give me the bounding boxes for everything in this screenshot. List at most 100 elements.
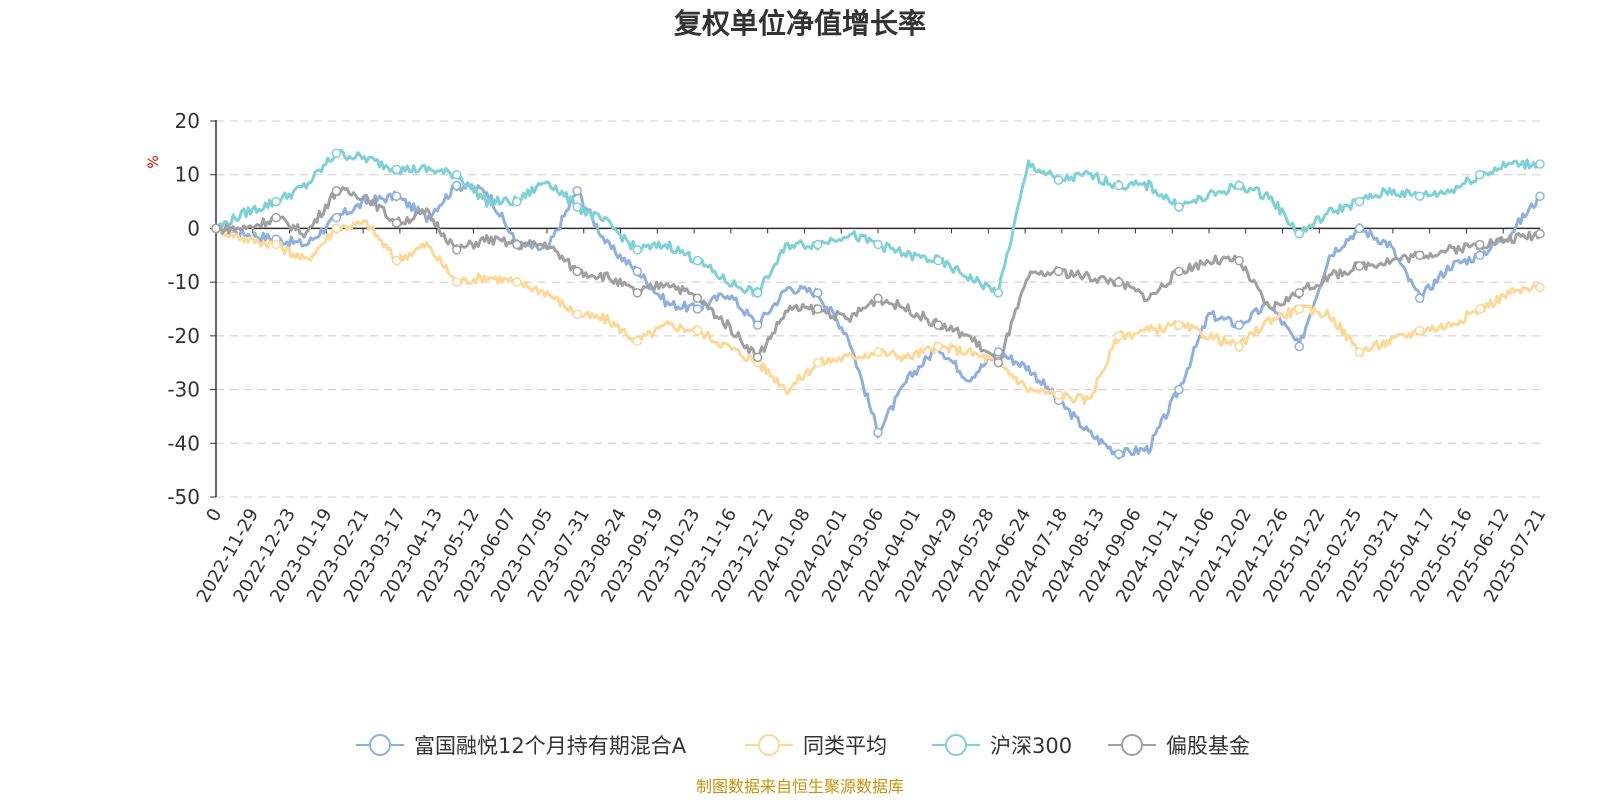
series-group bbox=[211, 186, 1545, 368]
series-point bbox=[813, 357, 823, 368]
series-point bbox=[1414, 325, 1425, 336]
series-point bbox=[331, 223, 342, 234]
series-point bbox=[1294, 304, 1305, 314]
series-point bbox=[1113, 331, 1124, 341]
series-point bbox=[1354, 223, 1365, 234]
series-point bbox=[1414, 191, 1425, 201]
series-point bbox=[331, 148, 342, 158]
series-point bbox=[331, 212, 342, 223]
series-point bbox=[512, 196, 522, 207]
series-point bbox=[692, 304, 703, 314]
series-point bbox=[1234, 180, 1244, 191]
series-point bbox=[692, 325, 703, 336]
series-point bbox=[1354, 347, 1365, 357]
legend-label: 同类平均 bbox=[803, 734, 887, 758]
series-point bbox=[813, 288, 823, 298]
series-point bbox=[1113, 449, 1124, 459]
series-point bbox=[572, 309, 582, 320]
series-point bbox=[752, 352, 763, 363]
series-point bbox=[1113, 277, 1124, 287]
y-axis-unit: % bbox=[146, 155, 162, 168]
series-point bbox=[1475, 169, 1485, 180]
series-group bbox=[211, 219, 1545, 406]
series-point bbox=[1234, 341, 1244, 352]
series-point bbox=[813, 304, 823, 314]
series-point bbox=[391, 191, 402, 201]
y-tick-label: -20 bbox=[167, 324, 200, 348]
chart-title: 复权单位净值增长率 bbox=[674, 7, 926, 40]
series-point bbox=[1475, 250, 1485, 261]
series-point bbox=[993, 357, 1004, 368]
legend-marker bbox=[369, 734, 391, 756]
x-tick-label: 0 bbox=[202, 505, 226, 525]
series-point bbox=[632, 245, 643, 255]
series-point bbox=[692, 255, 703, 266]
series-group bbox=[211, 180, 1545, 460]
series-point bbox=[1294, 341, 1305, 352]
legend: 富国融悦12个月持有期混合A 同类平均 沪深300 偏股基金 bbox=[356, 734, 1250, 758]
series-point bbox=[933, 255, 943, 266]
series-point bbox=[1053, 175, 1064, 185]
series-lines bbox=[211, 148, 1545, 460]
series-line bbox=[214, 181, 1541, 460]
series-point bbox=[211, 223, 221, 234]
series-point bbox=[1234, 255, 1244, 266]
series-point bbox=[451, 277, 462, 287]
series-point bbox=[572, 186, 582, 196]
series-point bbox=[451, 180, 462, 191]
series-point bbox=[752, 320, 763, 330]
series-point bbox=[1294, 288, 1305, 298]
legend-item[interactable]: 同类平均 bbox=[745, 734, 887, 758]
series-point bbox=[1535, 229, 1545, 239]
grid-lines bbox=[216, 120, 1540, 498]
series-point bbox=[1174, 320, 1184, 330]
legend-label: 偏股基金 bbox=[1166, 734, 1250, 758]
legend-item[interactable]: 沪深300 bbox=[932, 734, 1072, 758]
series-point bbox=[1475, 304, 1485, 314]
series-point bbox=[451, 169, 462, 180]
series-point bbox=[1234, 320, 1244, 330]
series-point bbox=[271, 212, 281, 223]
series-group bbox=[211, 148, 1545, 298]
series-point bbox=[632, 336, 643, 346]
y-tick-label: 0 bbox=[187, 216, 200, 240]
series-point bbox=[1535, 191, 1545, 201]
y-tick-label: -30 bbox=[167, 378, 200, 402]
legend-item[interactable]: 富国融悦12个月持有期混合A bbox=[356, 734, 687, 758]
series-point bbox=[752, 288, 763, 298]
series-point bbox=[1414, 293, 1425, 304]
series-point bbox=[391, 218, 402, 228]
series-point bbox=[1174, 202, 1184, 212]
legend-item[interactable]: 偏股基金 bbox=[1108, 734, 1250, 758]
series-point bbox=[933, 320, 943, 330]
series-point bbox=[331, 186, 342, 196]
y-tick-label: -10 bbox=[167, 270, 200, 294]
series-point bbox=[512, 277, 522, 287]
series-point bbox=[993, 288, 1004, 298]
series-point bbox=[391, 255, 402, 266]
series-point bbox=[1053, 266, 1064, 277]
series-point bbox=[632, 266, 643, 277]
series-point bbox=[451, 245, 462, 255]
series-point bbox=[1174, 266, 1184, 277]
y-tick-label: 10 bbox=[175, 163, 200, 187]
series-point bbox=[1535, 282, 1545, 293]
series-point bbox=[1354, 261, 1365, 271]
legend-marker bbox=[1121, 734, 1143, 756]
legend-label: 富国融悦12个月持有期混合A bbox=[414, 734, 687, 758]
series-point bbox=[933, 341, 943, 352]
series-point bbox=[873, 347, 883, 357]
series-point bbox=[873, 239, 883, 250]
series-point bbox=[813, 239, 823, 250]
series-point bbox=[1113, 180, 1124, 191]
legend-marker bbox=[945, 734, 967, 756]
series-point bbox=[873, 427, 883, 438]
series-point bbox=[1294, 229, 1305, 239]
series-point bbox=[1535, 159, 1545, 169]
series-point bbox=[1053, 390, 1064, 400]
series-point bbox=[873, 293, 883, 304]
series-point bbox=[632, 288, 643, 298]
series-point bbox=[572, 266, 582, 277]
y-tick-label: 20 bbox=[175, 109, 200, 133]
